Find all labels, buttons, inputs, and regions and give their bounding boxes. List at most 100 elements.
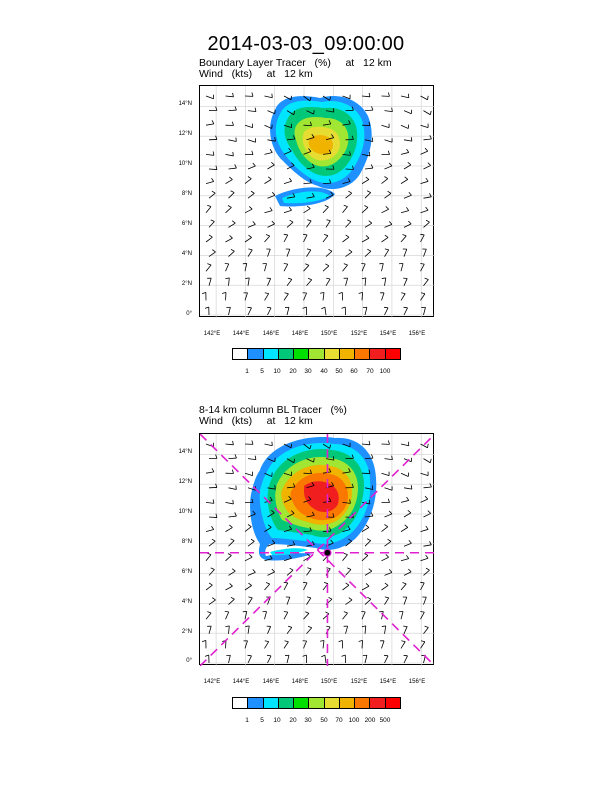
wind-barb <box>400 583 407 591</box>
panel2-lat-label: 8°N <box>181 539 192 545</box>
wind-barb-flag <box>251 498 254 503</box>
wind-barb-flag <box>204 654 209 657</box>
wind-barb <box>345 168 354 170</box>
wind-barb <box>306 597 312 605</box>
wind-barb <box>264 583 271 591</box>
wind-barb <box>325 110 334 113</box>
wind-barb <box>306 110 314 115</box>
wind-barb <box>361 179 370 184</box>
wind-barb <box>306 220 312 228</box>
wind-barb-flag <box>328 120 332 125</box>
wind-barb <box>322 443 330 449</box>
wind-barb-flag <box>326 277 331 280</box>
wind-barb <box>283 293 289 301</box>
wind-barb <box>267 278 272 286</box>
wind-barb-flag <box>331 482 335 486</box>
wind-barb <box>420 641 426 649</box>
wind-barb-flag <box>429 458 432 463</box>
wind-barb-flag <box>231 469 234 474</box>
wind-barb-flag <box>289 219 294 223</box>
wind-barb <box>384 655 389 664</box>
wind-barb <box>225 555 232 562</box>
wind-barb <box>345 569 352 576</box>
wind-barb <box>400 500 409 503</box>
wind-barb <box>303 640 307 649</box>
guide-lines <box>200 434 435 666</box>
wind-barb-flag <box>230 248 235 252</box>
wind-barb <box>267 223 275 228</box>
wind-barb-flag <box>368 92 371 97</box>
wind-barb <box>361 292 363 301</box>
wind-barb <box>283 641 289 649</box>
colorbar-cell <box>324 698 340 708</box>
panel2-lat-label: 2°N <box>181 629 192 635</box>
wind-barb-flag <box>427 510 431 514</box>
wind-barb <box>423 458 431 464</box>
wind-barb <box>286 655 290 664</box>
wind-barb <box>286 279 293 287</box>
wind-barb <box>247 223 256 228</box>
wind-barb-flag <box>351 106 354 111</box>
wind-barb <box>324 655 327 664</box>
wind-barb <box>325 458 334 461</box>
main-title: 2014-03-03_09:00:00 <box>207 33 405 55</box>
wind-barb <box>345 599 353 605</box>
wind-barb-flag <box>420 233 425 236</box>
wind-barb <box>345 540 352 547</box>
wind-barb-flag <box>312 193 315 197</box>
wind-barb-flag <box>215 165 218 170</box>
wind-barb <box>361 207 369 214</box>
panel1-lat-label: 8°N <box>181 191 192 197</box>
wind-barb-flag <box>305 611 310 614</box>
wind-barbs <box>201 92 432 316</box>
wind-barb <box>342 502 351 504</box>
wind-barb <box>381 178 389 184</box>
panel1-lon-label: 148°E <box>291 331 309 337</box>
wind-barb <box>228 625 230 634</box>
wind-barb <box>381 292 385 301</box>
wind-barb <box>384 223 393 228</box>
wind-barb-flag <box>402 582 407 585</box>
wind-barb <box>364 167 373 170</box>
wind-barb <box>208 599 216 605</box>
wind-barb <box>247 110 256 113</box>
wind-barb <box>420 180 429 184</box>
wind-barb-flag <box>367 596 372 600</box>
wind-barb <box>423 569 430 576</box>
wind-barb-flag <box>231 220 236 224</box>
wind-barb <box>384 541 392 547</box>
wind-barb-flag <box>368 440 371 445</box>
wind-barb-flag <box>408 220 412 225</box>
wind-barb <box>384 193 392 199</box>
panel1-lon-label: 154°E <box>379 331 397 337</box>
wind-barb <box>283 611 289 620</box>
wind-barb-flag <box>312 541 315 545</box>
wind-barb <box>228 307 231 316</box>
wind-barb <box>264 124 272 129</box>
wind-barb <box>247 655 252 664</box>
wind-barb-flag <box>292 135 296 140</box>
wind-barb-flag <box>267 524 272 528</box>
wind-barb-flag <box>232 151 234 156</box>
colorbar-cell <box>233 349 249 359</box>
wind-barb-flag <box>384 596 389 599</box>
wind-barb-flag <box>254 107 257 112</box>
wind-barb <box>423 627 429 635</box>
wind-barb-flag <box>429 135 432 140</box>
wind-barb <box>345 625 349 634</box>
panel1-lat-label: 6°N <box>181 221 192 227</box>
wind-barb-flag <box>288 525 292 530</box>
wind-barb <box>364 250 372 257</box>
wind-barb <box>225 154 234 157</box>
wind-barb <box>403 655 408 664</box>
wind-barb-flag <box>425 525 429 530</box>
wind-barb <box>267 458 276 463</box>
colorbar-cell <box>263 349 279 359</box>
wind-barb <box>205 471 214 474</box>
wind-barb <box>247 458 256 461</box>
wind-barb <box>225 502 234 505</box>
wind-barb-flag <box>388 162 393 167</box>
wind-barb <box>403 110 412 115</box>
wind-barb-flag <box>264 640 269 642</box>
wind-barb-flag <box>232 92 234 97</box>
